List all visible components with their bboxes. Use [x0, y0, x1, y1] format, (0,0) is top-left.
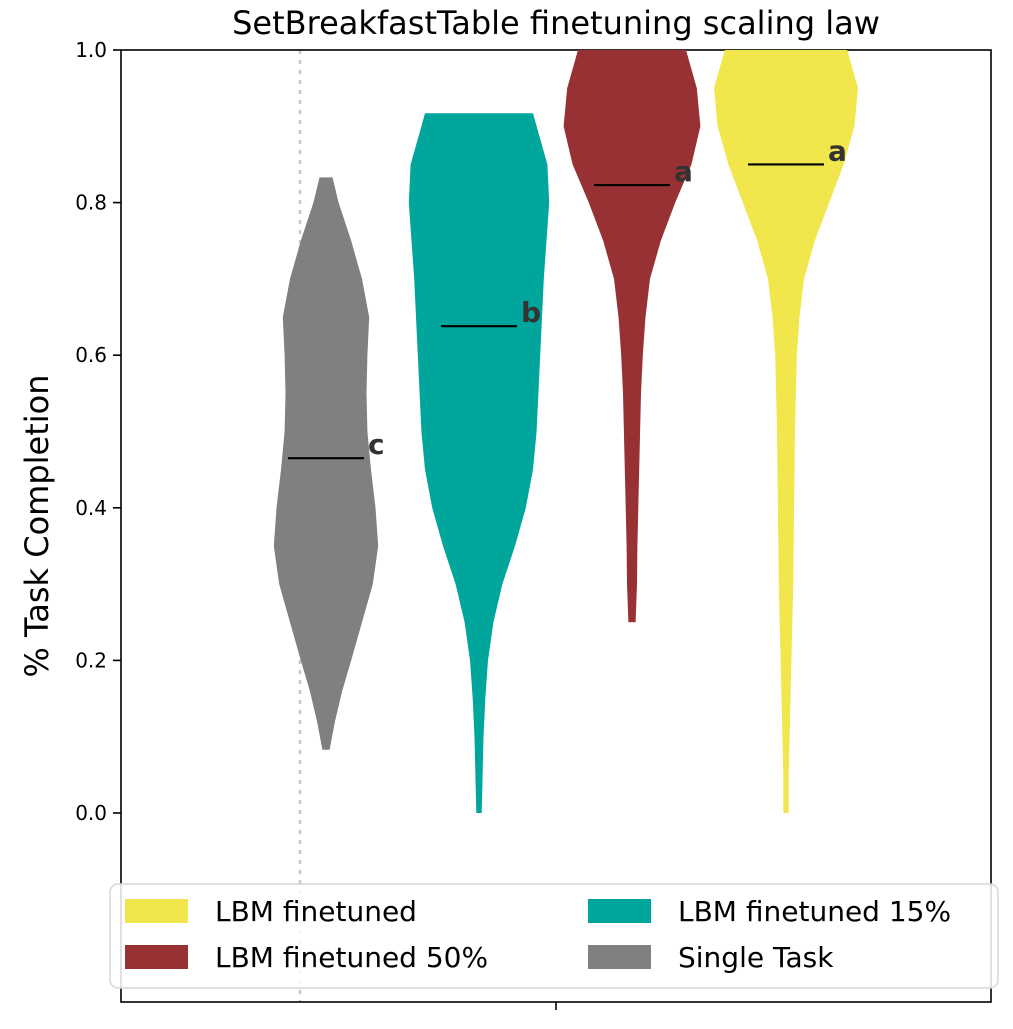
- y-tick-label: 0.0: [75, 801, 107, 825]
- legend-label: LBM finetuned 15%: [678, 895, 951, 928]
- violin-lbm-finetuned-15: [408, 113, 550, 814]
- chart-title: SetBreakfastTable finetuning scaling law: [232, 4, 880, 42]
- legend-swatch: [125, 899, 188, 923]
- median-markers: c b a a: [288, 134, 847, 461]
- plot-frame: [120, 49, 992, 1003]
- y-tick-label: 0.4: [75, 496, 107, 520]
- group-letter-label: b: [521, 296, 541, 329]
- legend-box: [109, 883, 999, 989]
- legend-swatch: [588, 899, 651, 923]
- y-tick-label: 0.2: [75, 648, 107, 672]
- legend-swatch: [125, 945, 188, 969]
- legend-label: LBM finetuned 50%: [215, 941, 488, 974]
- y-tick-label: 0.6: [75, 343, 107, 367]
- violins: [273, 50, 858, 814]
- y-axis-label: % Task Completion: [18, 374, 56, 677]
- group-letter-label: c: [368, 428, 385, 461]
- legend-label: Single Task: [678, 941, 834, 974]
- violin-lbm-finetuned: [714, 50, 858, 813]
- y-tick-label: 0.8: [75, 191, 107, 215]
- violin-single-task: [273, 177, 379, 750]
- legend-label: LBM finetuned: [215, 895, 417, 928]
- legend-swatch: [588, 945, 651, 969]
- violin-lbm-finetuned-50: [563, 50, 701, 623]
- plot-area: [120, 49, 992, 1010]
- group-letter-label: a: [828, 134, 847, 167]
- group-letter-label: a: [674, 155, 693, 188]
- legend: LBM finetuned LBM finetuned 15% LBM finetu…: [109, 883, 999, 989]
- y-tick-label: 1.0: [75, 38, 107, 62]
- y-axis: 0.0 0.2 0.4 0.6 0.8 1.0: [75, 38, 121, 825]
